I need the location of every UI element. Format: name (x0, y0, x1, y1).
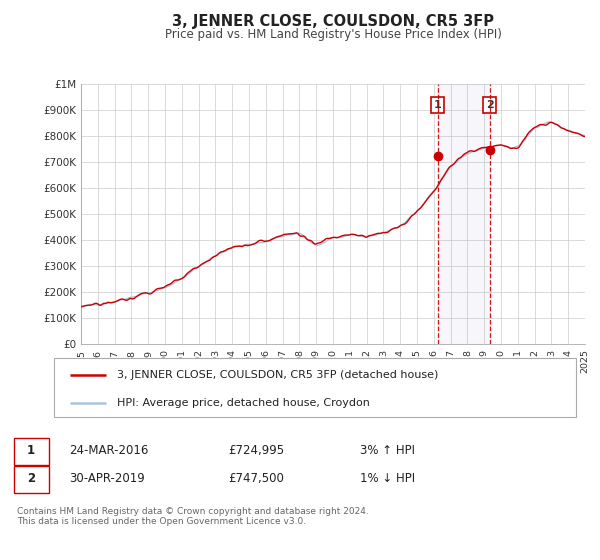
Text: 3% ↑ HPI: 3% ↑ HPI (360, 444, 415, 458)
Text: Contains HM Land Registry data © Crown copyright and database right 2024.: Contains HM Land Registry data © Crown c… (17, 507, 368, 516)
Text: £747,500: £747,500 (228, 472, 284, 486)
Text: 2: 2 (27, 472, 35, 486)
Text: 2: 2 (486, 100, 494, 110)
Text: 1% ↓ HPI: 1% ↓ HPI (360, 472, 415, 486)
Text: 1: 1 (434, 100, 442, 110)
Text: 1: 1 (27, 444, 35, 458)
Text: 3, JENNER CLOSE, COULSDON, CR5 3FP: 3, JENNER CLOSE, COULSDON, CR5 3FP (172, 14, 494, 29)
Text: £724,995: £724,995 (228, 444, 284, 458)
Text: 3, JENNER CLOSE, COULSDON, CR5 3FP (detached house): 3, JENNER CLOSE, COULSDON, CR5 3FP (deta… (116, 370, 438, 380)
Text: Price paid vs. HM Land Registry's House Price Index (HPI): Price paid vs. HM Land Registry's House … (164, 28, 502, 41)
Text: HPI: Average price, detached house, Croydon: HPI: Average price, detached house, Croy… (116, 398, 370, 408)
Bar (437, 84, 490, 344)
Text: 30-APR-2019: 30-APR-2019 (69, 472, 145, 486)
Text: 24-MAR-2016: 24-MAR-2016 (69, 444, 148, 458)
Text: This data is licensed under the Open Government Licence v3.0.: This data is licensed under the Open Gov… (17, 517, 306, 526)
